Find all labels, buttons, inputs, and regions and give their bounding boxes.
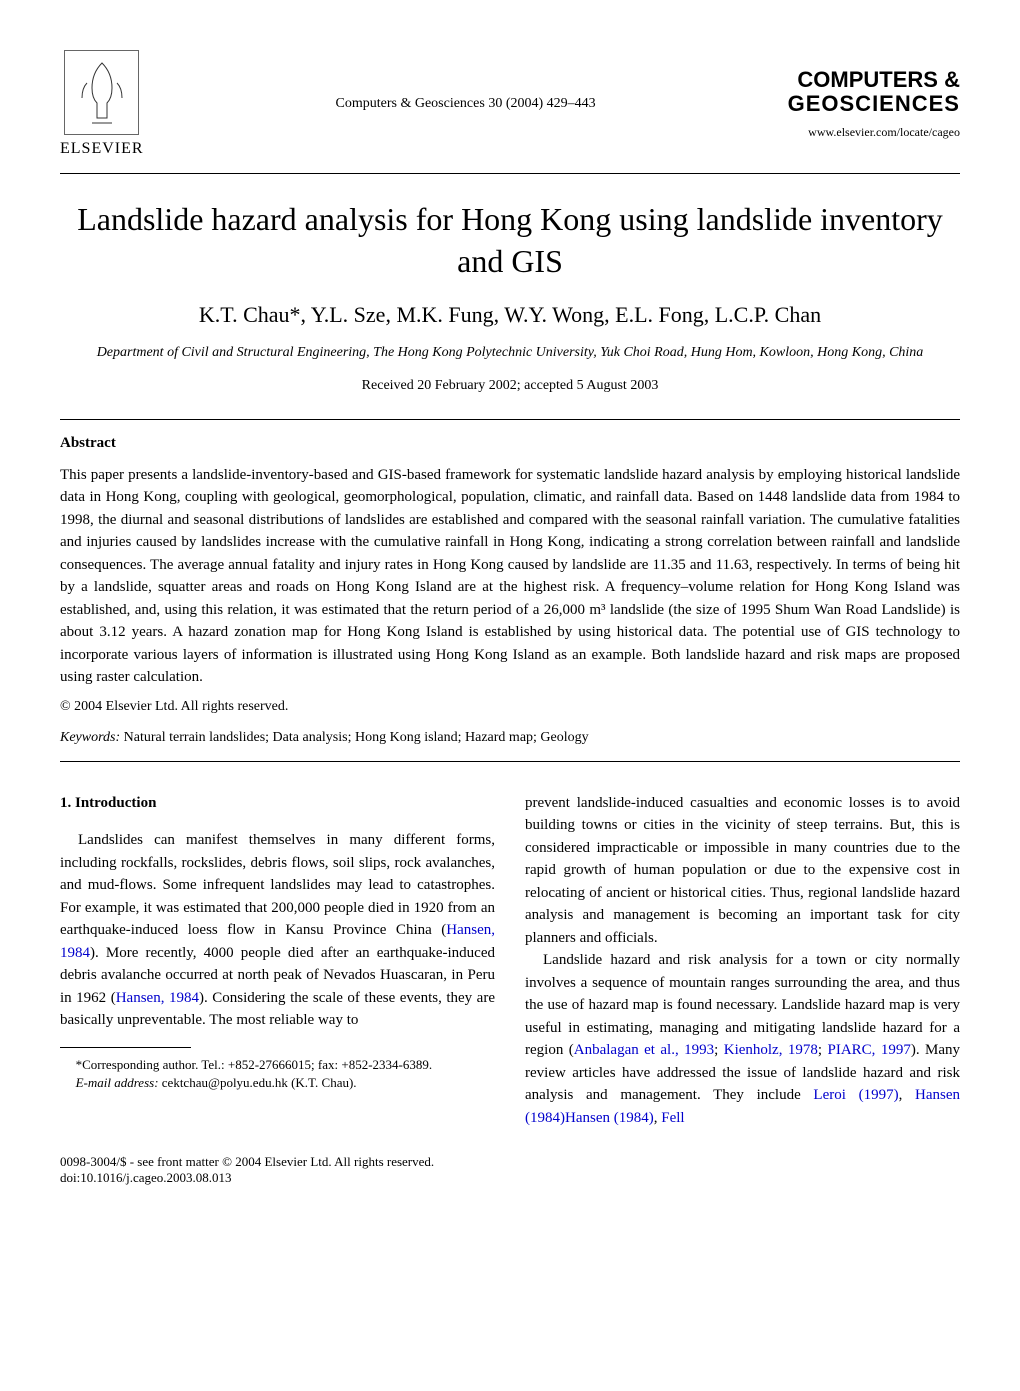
intro-text-r2e: , [899, 1087, 915, 1103]
authors-list: K.T. Chau*, Y.L. Sze, M.K. Fung, W.Y. Wo… [60, 302, 960, 328]
left-column: 1. Introduction Landslides can manifest … [60, 792, 495, 1130]
abstract-text: This paper presents a landslide-inventor… [60, 464, 960, 689]
body-columns: 1. Introduction Landslides can manifest … [60, 792, 960, 1130]
article-title: Landslide hazard analysis for Hong Kong … [60, 199, 960, 282]
citation-link[interactable]: Kienholz, 1978 [724, 1042, 818, 1058]
citation-link[interactable]: Fell [661, 1110, 684, 1126]
article-dates: Received 20 February 2002; accepted 5 Au… [60, 378, 960, 394]
keywords-text: Natural terrain landslides; Data analysi… [120, 730, 589, 745]
issn-line: 0098-3004/$ - see front matter © 2004 El… [60, 1154, 960, 1170]
footer-info: 0098-3004/$ - see front matter © 2004 El… [60, 1154, 960, 1186]
copyright-text: © 2004 Elsevier Ltd. All rights reserved… [60, 699, 960, 715]
email-footnote: E-mail address: cektchau@polyu.edu.hk (K… [60, 1074, 495, 1092]
email-label: E-mail address: [76, 1075, 159, 1090]
doi-line: doi:10.1016/j.cageo.2003.08.013 [60, 1170, 960, 1186]
citation-link[interactable]: Anbalagan et al., 1993 [574, 1042, 714, 1058]
citation-link[interactable]: PIARC, 1997 [827, 1042, 910, 1058]
affiliation: Department of Civil and Structural Engin… [60, 343, 960, 363]
publisher-logo: ELSEVIER [60, 50, 144, 158]
abstract-heading: Abstract [60, 435, 960, 452]
footnote-rule [60, 1047, 191, 1048]
abstract-body: This paper presents a landslide-inventor… [60, 467, 960, 686]
intro-para-right-1: prevent landslide-induced casualties and… [525, 792, 960, 950]
journal-website: www.elsevier.com/locate/cageo [788, 125, 960, 140]
keywords-line: Keywords: Natural terrain landslides; Da… [60, 730, 960, 746]
intro-para-right-2: Landslide hazard and risk analysis for a… [525, 949, 960, 1129]
keywords-label: Keywords: [60, 730, 120, 745]
email-address: cektchau@polyu.edu.hk (K.T. Chau). [159, 1075, 357, 1090]
right-column: prevent landslide-induced casualties and… [525, 792, 960, 1130]
header-row: ELSEVIER Computers & Geosciences 30 (200… [60, 50, 960, 158]
intro-text-1a: Landslides can manifest themselves in ma… [60, 832, 495, 938]
introduction-heading: 1. Introduction [60, 792, 495, 815]
journal-reference: Computers & Geosciences 30 (2004) 429–44… [336, 96, 596, 112]
journal-logo-bottom: GEOSCIENCES [788, 91, 960, 117]
abstract-top-rule [60, 419, 960, 420]
intro-para-1: Landslides can manifest themselves in ma… [60, 829, 495, 1032]
keywords-bottom-rule [60, 761, 960, 762]
header-rule [60, 173, 960, 174]
journal-logo-block: COMPUTERS & GEOSCIENCES www.elsevier.com… [788, 69, 960, 140]
publisher-name: ELSEVIER [60, 140, 144, 158]
citation-link[interactable]: Hansen, 1984 [116, 990, 199, 1006]
journal-logo-top: COMPUTERS & [788, 69, 960, 91]
citation-link[interactable]: Hansen (1984) [565, 1110, 654, 1126]
elsevier-tree-icon [64, 50, 139, 135]
corresponding-author-footnote: *Corresponding author. Tel.: +852-276660… [60, 1056, 495, 1074]
citation-link[interactable]: Leroi (1997) [813, 1087, 898, 1103]
intro-text-r2b: ; [714, 1042, 724, 1058]
